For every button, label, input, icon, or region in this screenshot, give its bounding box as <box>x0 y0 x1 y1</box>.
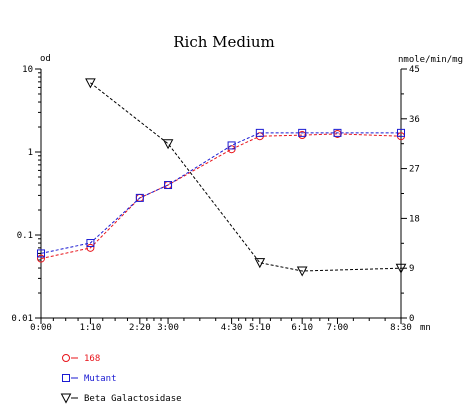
legend-marker-beta-galactosidase <box>60 393 72 404</box>
legend-label: Beta Galactosidase <box>84 394 182 404</box>
left-tick-label: 1 <box>28 148 33 158</box>
legend-marker-mutant <box>62 374 70 382</box>
data-point-mutant <box>86 239 95 248</box>
x-axis-unit: mn <box>420 323 431 333</box>
x-tick-label: 0:00 <box>30 323 52 333</box>
legend-item-beta-galactosidase: Beta Galactosidase <box>60 393 182 404</box>
legend-item-168: 168 <box>62 354 100 364</box>
left-tick-label: 0.01 <box>11 314 33 324</box>
x-tick-label: 4:30 <box>221 323 243 333</box>
x-tick-label: 1:10 <box>80 323 102 333</box>
data-point-mutant <box>37 249 45 258</box>
legend-label: 168 <box>84 354 100 364</box>
x-tick-label: 5:10 <box>249 323 271 333</box>
right-axis-unit: nmole/min/mg <box>398 55 463 65</box>
x-tick-label: 3:00 <box>157 323 179 333</box>
series-line-beta-galactosidase <box>90 82 402 272</box>
series-line-mutant <box>40 132 401 254</box>
data-point-168 <box>37 254 45 263</box>
left-axis-unit: od <box>40 54 51 64</box>
right-tick-label: 0 <box>409 314 414 324</box>
chart-title: Rich Medium <box>173 33 274 51</box>
x-tick-label: 2:20 <box>129 323 151 333</box>
data-point-mutant <box>333 128 342 137</box>
data-point-mutant <box>135 193 144 202</box>
data-point-beta-galactosidase <box>85 78 96 89</box>
series-168 <box>37 129 405 263</box>
x-tick-label: 6:10 <box>291 323 313 333</box>
data-point-mutant <box>298 128 307 137</box>
data-point-beta-galactosidase <box>254 258 266 269</box>
right-tick-label: 45 <box>409 65 420 75</box>
data-point-beta-galactosidase <box>162 139 174 150</box>
left-tick-label: 10 <box>22 65 33 75</box>
right-tick-label: 27 <box>409 165 420 175</box>
data-point-168 <box>86 243 95 252</box>
legend-item-mutant: Mutant <box>62 374 117 384</box>
data-point-mutant <box>227 141 236 150</box>
series-line-168 <box>40 133 402 260</box>
data-point-beta-galactosidase <box>395 263 407 274</box>
data-point-mutant <box>397 128 405 137</box>
data-point-mutant <box>164 181 173 190</box>
x-tick-label: 7:00 <box>327 323 349 333</box>
right-tick-label: 9 <box>409 264 414 274</box>
left-tick-label: 0.1 <box>17 231 33 241</box>
legend-marker-168 <box>62 354 70 362</box>
data-point-beta-galactosidase <box>296 266 308 277</box>
right-tick-label: 18 <box>409 214 420 224</box>
data-point-mutant <box>255 128 264 137</box>
series-beta-galactosidase <box>85 78 407 277</box>
x-tick-label: 8:30 <box>390 323 412 333</box>
legend-label: Mutant <box>84 374 117 384</box>
series-mutant <box>37 128 405 258</box>
right-tick-label: 36 <box>409 115 420 125</box>
